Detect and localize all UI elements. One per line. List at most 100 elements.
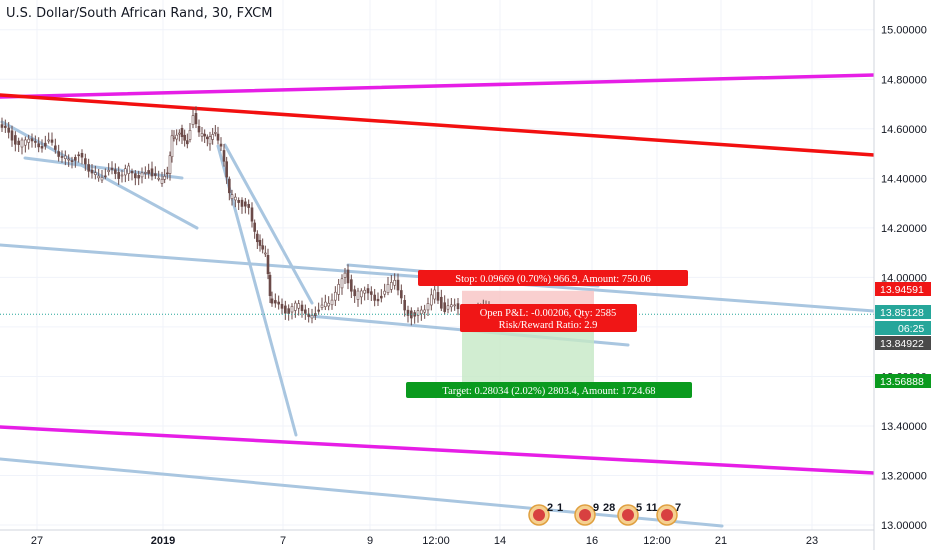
candle-body bbox=[137, 175, 140, 179]
candle-body bbox=[124, 168, 127, 176]
candle-body bbox=[183, 134, 186, 141]
candle-body bbox=[266, 254, 270, 275]
candle-body bbox=[400, 290, 403, 299]
candle-body bbox=[330, 299, 334, 306]
candle-body bbox=[340, 278, 344, 289]
candle-body bbox=[406, 309, 410, 316]
candle-body bbox=[110, 167, 114, 170]
candle-body bbox=[64, 155, 67, 159]
candle-body bbox=[443, 302, 446, 312]
y-tick-label: 14.60000 bbox=[881, 124, 927, 136]
candle-body bbox=[353, 289, 356, 297]
target-label-box bbox=[406, 382, 692, 398]
price-label-text: 13.56888 bbox=[880, 376, 924, 388]
candle-body bbox=[346, 269, 350, 284]
candle-body bbox=[144, 172, 147, 174]
candle-body bbox=[261, 245, 264, 250]
y-tick-label: 14.80000 bbox=[881, 74, 927, 86]
candle-body bbox=[370, 291, 373, 295]
candle-body bbox=[219, 143, 223, 147]
candle-body bbox=[100, 177, 104, 181]
event-badge: 28 bbox=[603, 502, 615, 514]
candle-body bbox=[420, 309, 423, 315]
event-badge: 1 bbox=[557, 502, 563, 514]
candle-body bbox=[170, 135, 174, 158]
candle-body bbox=[297, 303, 300, 309]
candle-body bbox=[17, 140, 20, 145]
candle-body bbox=[194, 113, 198, 125]
candle-body bbox=[436, 292, 440, 301]
price-axis-bg bbox=[874, 0, 932, 550]
candle-body bbox=[253, 222, 256, 232]
y-tick-label: 14.40000 bbox=[881, 173, 927, 185]
candle-body bbox=[380, 295, 383, 299]
candle-body bbox=[337, 284, 340, 295]
candle-body bbox=[320, 304, 324, 308]
candle-body bbox=[256, 233, 259, 243]
candle-body bbox=[373, 294, 376, 301]
event-label: 9 bbox=[593, 502, 599, 514]
candle-body bbox=[211, 134, 214, 140]
drop-line-a bbox=[216, 144, 298, 437]
candle-body bbox=[310, 315, 314, 319]
candle-body bbox=[230, 194, 234, 199]
candle-body bbox=[70, 160, 74, 162]
candle-body bbox=[140, 172, 144, 178]
candle-body bbox=[440, 296, 443, 309]
x-tick-label: 9 bbox=[367, 535, 373, 547]
candle-body bbox=[274, 300, 277, 304]
x-tick-label: 14 bbox=[494, 535, 506, 547]
candle-body bbox=[383, 290, 386, 295]
event-flag-inner-icon bbox=[622, 509, 634, 521]
candle-body bbox=[430, 294, 433, 306]
candle-body bbox=[203, 133, 206, 137]
resistance-line bbox=[0, 93, 876, 157]
candle-body bbox=[54, 145, 57, 150]
candle-body bbox=[130, 171, 134, 174]
price-label-text: 13.85128 bbox=[880, 307, 924, 319]
candle-body bbox=[84, 158, 87, 165]
candle-body bbox=[37, 143, 40, 148]
event-markers[interactable]: 2 1 9 28 5 11 7 bbox=[528, 502, 681, 526]
price-label-target bbox=[875, 374, 931, 388]
candle-body bbox=[154, 173, 157, 176]
candle-body bbox=[120, 174, 124, 177]
candle-body bbox=[287, 308, 290, 314]
candle-body bbox=[393, 280, 396, 286]
candle-body bbox=[147, 170, 150, 174]
candle-body bbox=[30, 138, 34, 142]
pnl-label-box bbox=[460, 304, 637, 332]
candle-body bbox=[44, 142, 47, 147]
drop-line-b bbox=[223, 143, 314, 305]
candle-body bbox=[250, 207, 254, 222]
candle-body bbox=[350, 279, 353, 292]
candle-body bbox=[433, 289, 436, 300]
candle-body bbox=[191, 115, 195, 125]
candle-body bbox=[228, 178, 231, 194]
candle-body bbox=[197, 126, 201, 133]
pnl-text: Open P&L: -0.00206, Qty: 2585 bbox=[480, 308, 617, 319]
position-labels[interactable]: Stop: 0.09669 (0.70%) 966.9, Amount: 750… bbox=[406, 270, 692, 398]
event-flag-inner-icon bbox=[661, 509, 673, 521]
target-label: Target: 0.28034 (2.02%) 2803.4, Amount: … bbox=[442, 386, 655, 397]
y-tick-label: 13.00000 bbox=[881, 520, 927, 532]
candle-body bbox=[416, 310, 420, 316]
event-flag-inner-icon bbox=[533, 509, 545, 521]
candle-body bbox=[360, 290, 363, 298]
candle-body bbox=[107, 170, 110, 172]
price-label-countdown bbox=[875, 321, 931, 335]
candle-body bbox=[157, 177, 160, 180]
candle-body bbox=[363, 289, 366, 294]
candle-body bbox=[57, 151, 60, 157]
x-tick-label: 7 bbox=[280, 535, 286, 547]
x-tick-label: 23 bbox=[806, 535, 818, 547]
y-tick-label: 13.40000 bbox=[881, 421, 927, 433]
candle-body bbox=[225, 161, 228, 178]
candle-body bbox=[114, 169, 117, 174]
candles bbox=[0, 106, 874, 327]
candle-body bbox=[117, 172, 120, 179]
candle-body bbox=[453, 304, 456, 307]
candle-body bbox=[94, 172, 97, 175]
candle-body bbox=[20, 139, 24, 148]
